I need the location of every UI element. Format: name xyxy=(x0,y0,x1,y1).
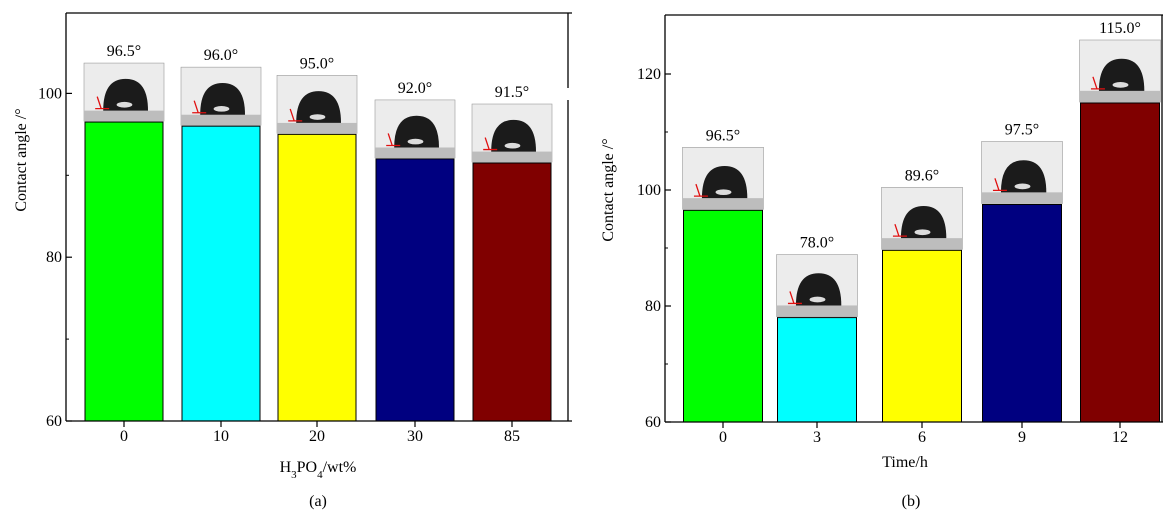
droplet-image-b-6 xyxy=(881,187,963,250)
droplet-image-a-20 xyxy=(276,75,358,134)
droplet-image-b-3 xyxy=(776,254,858,317)
bar-b-0 xyxy=(683,209,763,423)
value-label-b-0: 96.5° xyxy=(706,127,740,144)
bar-a-85 xyxy=(472,162,552,422)
y-axis-label-b: Contact angle /° xyxy=(600,138,617,241)
y-tick-label-b-80: 80 xyxy=(645,298,661,315)
bar-a-10 xyxy=(181,125,261,422)
x-tick-label-a-10: 10 xyxy=(213,428,229,445)
value-label-b-3: 78.0° xyxy=(800,235,834,252)
axes-a xyxy=(65,12,572,422)
x-tick-label-a-0: 0 xyxy=(120,428,128,445)
y-tick-label-b-60: 60 xyxy=(645,414,661,431)
y-tick-label-a-60: 60 xyxy=(46,413,62,430)
x-axis-label-b: Time/h xyxy=(882,454,928,471)
panel-label-a: (a) xyxy=(309,493,327,510)
x-axis-label-a-base: H xyxy=(280,459,292,476)
value-label-a-20: 95.0° xyxy=(300,55,334,72)
droplet-image-a-0 xyxy=(83,62,165,122)
x-axis-label-a: H3PO4/wt% xyxy=(280,459,357,481)
droplet-image-b-12 xyxy=(1079,39,1161,103)
droplet-images-b xyxy=(682,39,1161,317)
bar-b-12 xyxy=(1080,102,1160,423)
droplet-image-b-0 xyxy=(682,147,764,210)
value-label-a-10: 96.0° xyxy=(204,47,238,64)
droplet-image-a-85 xyxy=(471,103,553,163)
droplet-image-b-9 xyxy=(981,141,1063,204)
droplet-image-a-30 xyxy=(374,99,456,159)
ticks-a: 60 80 100 0 10 20 30 85 xyxy=(38,85,520,445)
ticks-b: 60 80 100 120 0 3 6 9 12 xyxy=(637,66,1128,446)
bar-a-30 xyxy=(375,158,455,422)
bars-a xyxy=(84,121,552,422)
x-tick-label-b-12: 12 xyxy=(1112,429,1128,446)
bar-a-20 xyxy=(277,133,357,422)
y-tick-label-b-100: 100 xyxy=(637,182,661,199)
panel-label-b: (b) xyxy=(902,493,921,510)
droplet-images-a xyxy=(83,62,553,163)
x-tick-label-b-3: 3 xyxy=(813,429,821,446)
axes-b xyxy=(664,14,1163,423)
bar-b-6 xyxy=(882,249,962,423)
y-tick-label-b-120: 120 xyxy=(637,66,661,83)
x-axis-label-a-mid: PO xyxy=(297,459,317,476)
value-label-a-0: 96.5° xyxy=(107,43,141,60)
chart-panel-a: 96.5° 96.0° 95.0° 92.0° 91.5° 60 80 100 0 10 20 30… xyxy=(13,12,572,510)
droplet-image-a-10 xyxy=(180,66,262,126)
value-label-b-9: 97.5° xyxy=(1005,122,1039,139)
value-labels-b: 96.5° 78.0° 89.6° 97.5° 115.0° xyxy=(706,20,1141,252)
x-tick-label-b-6: 6 xyxy=(918,429,926,446)
y-axis-label-a: Contact angle /° xyxy=(13,108,30,211)
value-label-b-6: 89.6° xyxy=(905,167,939,184)
value-label-b-12: 115.0° xyxy=(1099,20,1141,37)
x-axis-label-a-sub1: 3 xyxy=(291,469,297,481)
x-tick-label-b-9: 9 xyxy=(1018,429,1026,446)
value-label-a-30: 92.0° xyxy=(398,80,432,97)
y-tick-label-a-100: 100 xyxy=(38,85,62,102)
x-tick-label-a-30: 30 xyxy=(407,428,423,445)
x-axis-label-a-sub2: 4 xyxy=(317,469,323,481)
x-axis-label-a-tail: /wt% xyxy=(323,459,357,476)
x-tick-label-a-20: 20 xyxy=(309,428,325,445)
y-tick-label-a-80: 80 xyxy=(46,249,62,266)
bar-b-9 xyxy=(982,204,1062,423)
x-tick-label-a-85: 85 xyxy=(504,428,520,445)
bars-b xyxy=(683,102,1160,423)
bar-a-0 xyxy=(84,121,164,422)
value-labels-a: 96.5° 96.0° 95.0° 92.0° 91.5° xyxy=(107,43,529,101)
bar-b-3 xyxy=(777,317,857,423)
value-label-a-85: 91.5° xyxy=(495,84,529,101)
x-tick-label-b-0: 0 xyxy=(719,429,727,446)
